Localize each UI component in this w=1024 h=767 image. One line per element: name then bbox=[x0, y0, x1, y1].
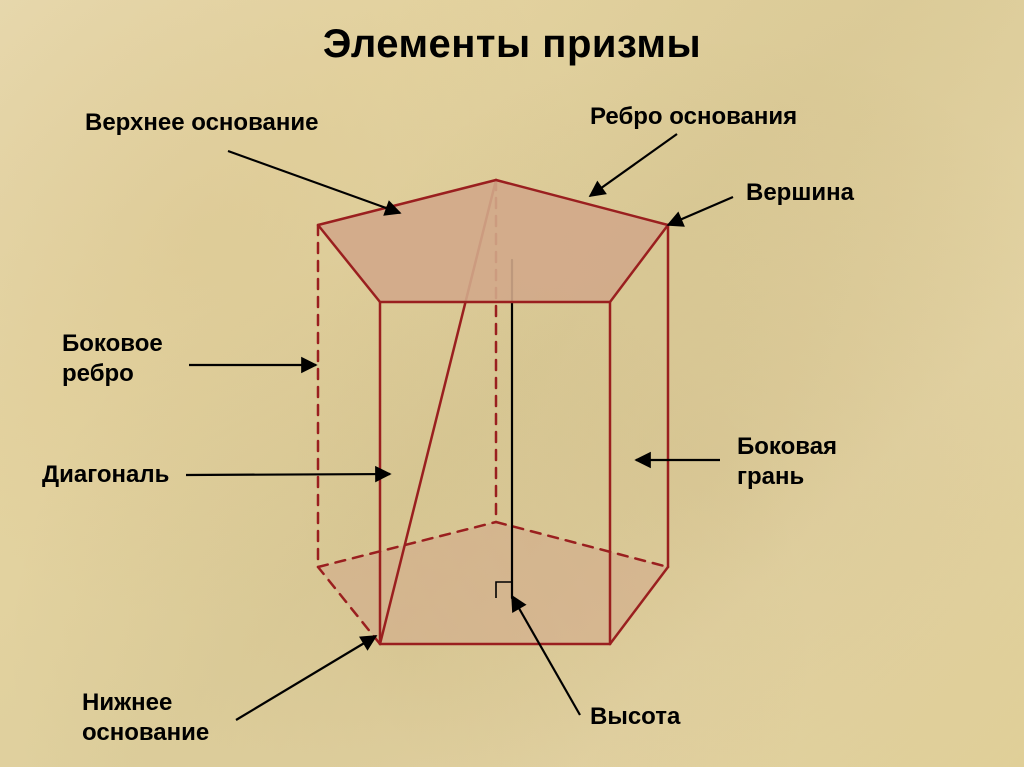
label-top-base: Верхнее основание bbox=[85, 108, 318, 138]
label-height: Высота bbox=[590, 702, 680, 732]
label-diagonal: Диагональ bbox=[42, 460, 169, 490]
label-side-edge: Боковое ребро bbox=[62, 329, 163, 389]
label-base-edge: Ребро основания bbox=[590, 102, 797, 132]
label-bottom-base: Нижнее основание bbox=[82, 688, 209, 748]
label-side-face: Боковая грань bbox=[737, 432, 837, 492]
label-vertex: Вершина bbox=[746, 178, 854, 208]
